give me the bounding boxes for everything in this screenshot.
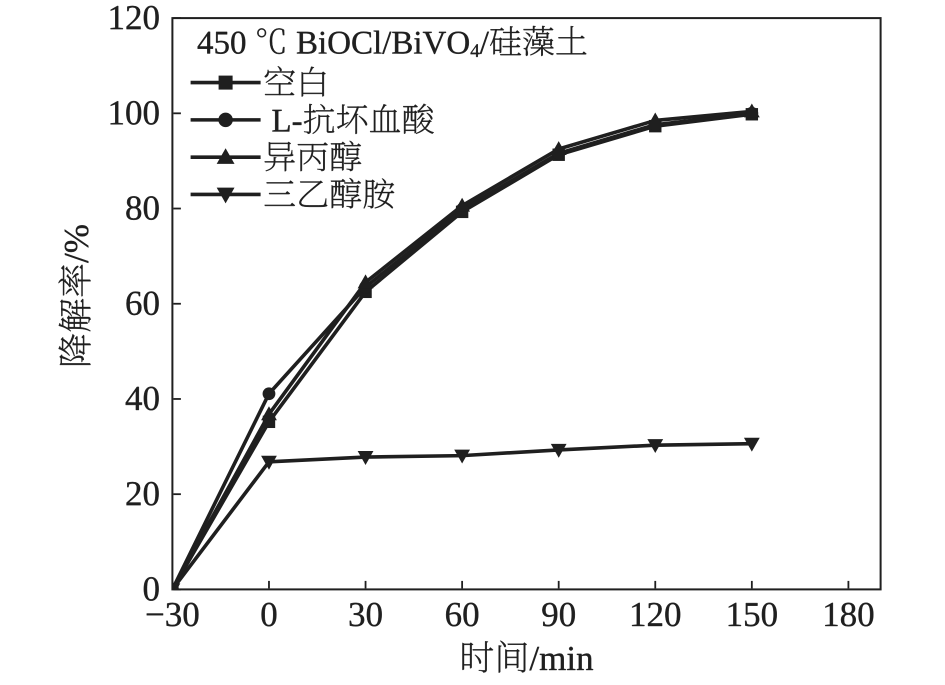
- legend-item-isopropanol: 异丙醇: [190, 140, 362, 172]
- x-tick-label: −30: [146, 602, 199, 627]
- marker-triangle-down: [261, 455, 277, 470]
- marker-triangle-up: [261, 406, 277, 421]
- x-tick-label: 120: [631, 602, 681, 627]
- x-tick-label: 0: [261, 602, 277, 627]
- y-tick-label: 120: [110, 5, 159, 30]
- legend-marker-triangle-down: [216, 187, 235, 204]
- x-tick-label: 60: [445, 602, 479, 627]
- series-layer: [172, 103, 760, 590]
- x-tick-label: 150: [728, 602, 777, 627]
- y-axis-title-rotated: [58, 225, 91, 366]
- x-tick-label: 90: [542, 602, 576, 627]
- marker-triangle-up: [550, 141, 567, 156]
- plot-area: −300306090120150180020406080100120: [110, 5, 882, 627]
- y-tick-label: 40: [125, 386, 159, 411]
- legend-label-blank: 空白: [264, 65, 326, 97]
- legend-item-l-ascorbic-acid: L-抗坏血酸: [190, 103, 434, 135]
- marker-triangle-down: [172, 583, 181, 590]
- legend-item-blank: 空白: [190, 65, 326, 97]
- x-tick-label: 180: [825, 602, 874, 627]
- y-tick-label: 60: [126, 291, 159, 316]
- legend-label-isopropanol: 异丙醇: [264, 140, 362, 172]
- x-tick-label: 30: [349, 602, 382, 627]
- marker-triangle-down: [454, 449, 471, 464]
- y-tick-label: 80: [126, 196, 159, 221]
- chart-title: 450 ℃ BiOCl/BiVO₄/硅藻土: [197, 25, 587, 58]
- x-axis-title: 时间/min: [462, 640, 594, 673]
- legend: 空白 L-抗坏血酸异丙醇三乙醇胺: [190, 65, 434, 209]
- marker-triangle-down: [743, 437, 760, 452]
- marker-triangle-up: [357, 274, 374, 289]
- y-tick-label: 0: [143, 576, 159, 601]
- marker-triangle-up: [647, 112, 664, 127]
- marker-triangle-down: [647, 439, 664, 454]
- legend-label-l-ascorbic-acid: L-抗坏血酸: [272, 103, 434, 135]
- series-markers-triethanolamine: [172, 437, 760, 590]
- legend-marker-circle: [218, 112, 233, 128]
- legend-label-triethanolamine: 三乙醇胺: [264, 177, 395, 209]
- y-tick-label: 20: [126, 481, 159, 506]
- marker-triangle-up: [743, 103, 760, 118]
- legend-item-triethanolamine: 三乙醇胺: [190, 177, 395, 209]
- legend-marker-triangle-up: [216, 148, 235, 164]
- series-markers-isopropanol: [172, 103, 760, 590]
- plot-border: [171, 17, 882, 591]
- legend-marker-square: [218, 75, 233, 90]
- marker-triangle-down: [357, 451, 374, 465]
- y-tick-label: 100: [110, 100, 159, 125]
- y-axis-title: 降解率/%: [58, 225, 91, 366]
- marker-circle: [262, 387, 276, 401]
- marker-triangle-down: [550, 443, 567, 458]
- marker-triangle-up: [454, 197, 471, 212]
